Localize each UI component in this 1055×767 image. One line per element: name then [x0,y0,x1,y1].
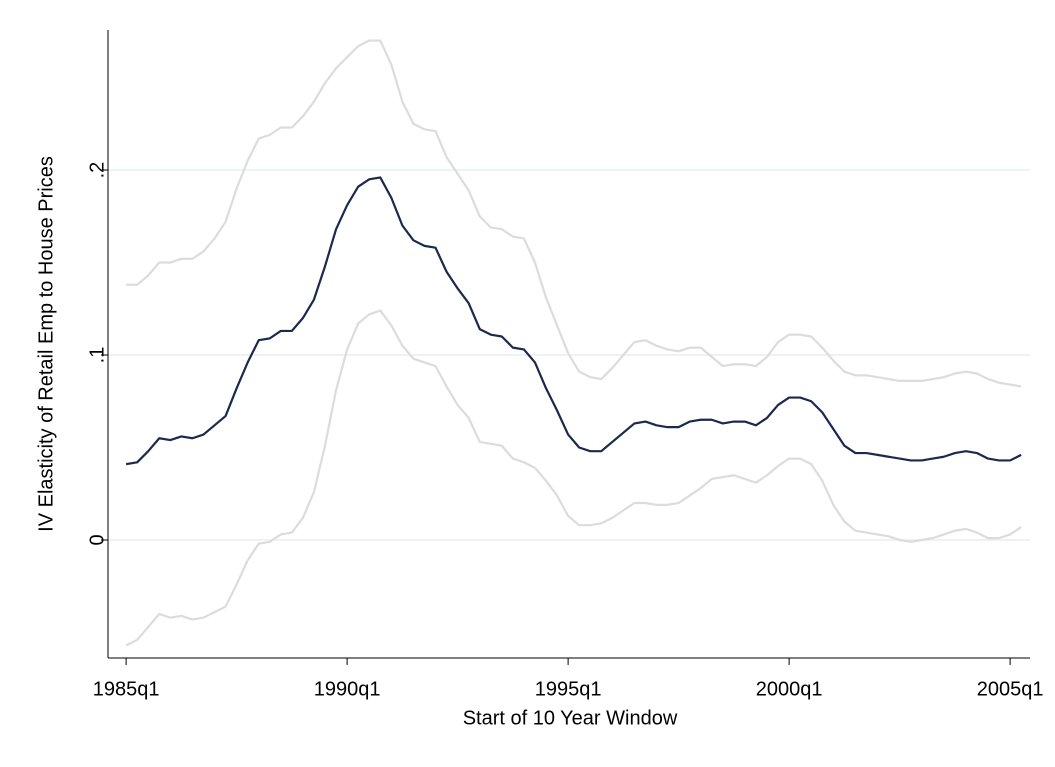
x-tick-label: 1990q1 [314,678,381,700]
x-axis-title: Start of 10 Year Window [463,707,678,729]
y-tick-label: .2 [86,162,108,179]
x-tick-label: 1995q1 [535,678,602,700]
y-tick-label: 0 [86,534,108,545]
x-tick-label: 1985q1 [93,678,160,700]
series-line [125,176,1022,466]
y-tick-label: .1 [86,347,108,364]
series-line [126,39,1022,388]
x-tick-label: 2005q1 [977,678,1044,700]
y-axis-title: IV Elasticity of Retail Emp to House Pri… [35,156,57,532]
x-tick-label: 2000q1 [756,678,823,700]
series-line [125,309,1022,647]
